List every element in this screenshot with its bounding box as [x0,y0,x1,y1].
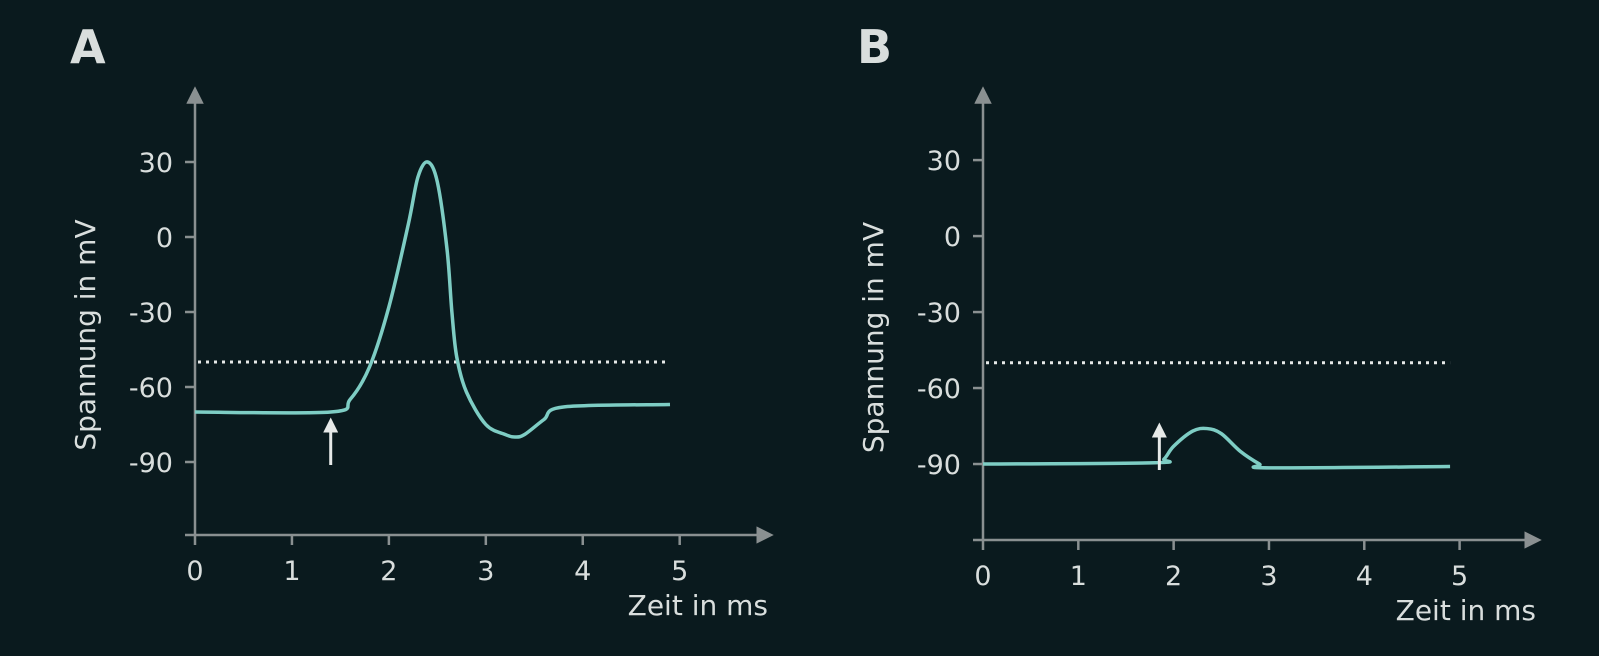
x-tick-label: 2 [380,556,397,587]
y-tick-label: -60 [129,373,173,404]
x-tick-label: 1 [1070,561,1087,592]
y-axis-label: Spannung in mV [69,219,102,450]
x-tick-label: 2 [1165,561,1182,592]
y-tick-label: -90 [917,450,961,481]
y-tick-label: -60 [917,374,961,405]
y-tick-label: -90 [129,448,173,479]
voltage-curve [982,426,1451,470]
x-axis-label: Zeit in ms [1396,594,1536,627]
x-tick-label: 0 [974,561,991,592]
y-tick-label: -30 [917,298,961,329]
y-axis-label: Spannung in mV [857,222,890,453]
y-tick-label: 0 [944,222,961,253]
x-tick-label: 1 [283,556,300,587]
y-tick-label: 0 [156,223,173,254]
x-axis-label: Zeit in ms [628,589,768,622]
x-tick-label: 0 [186,556,203,587]
y-tick-label: 30 [139,148,173,179]
panel-label: B [857,20,892,74]
panel-label: A [70,20,106,74]
x-tick-label: 3 [1260,561,1277,592]
x-tick-label: 5 [1451,561,1468,592]
y-tick-label: -30 [129,298,173,329]
y-tick-label: 30 [927,146,961,177]
x-tick-label: 3 [477,556,494,587]
x-tick-label: 4 [574,556,591,587]
x-tick-label: 4 [1356,561,1373,592]
voltage-curve [194,160,671,439]
x-tick-label: 5 [671,556,688,587]
